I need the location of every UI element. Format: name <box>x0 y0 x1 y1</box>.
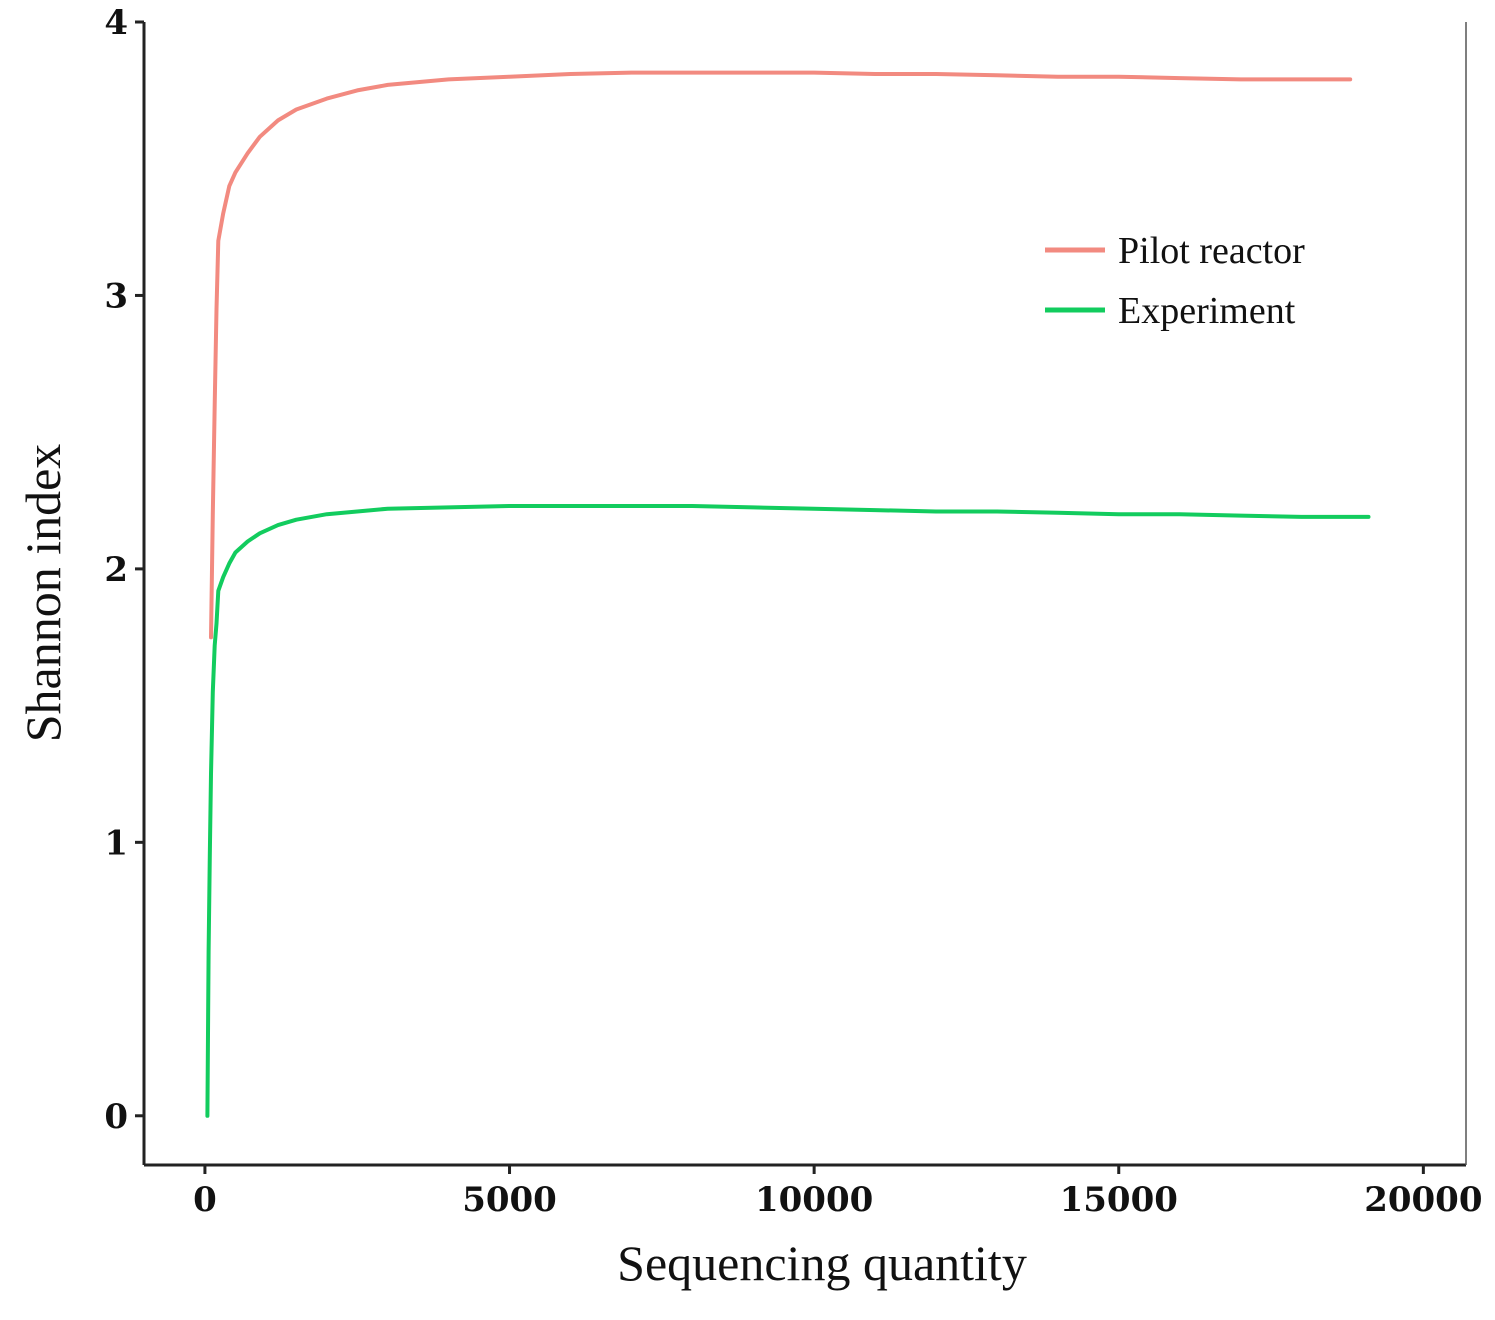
series-line-pilot-reactor <box>209 70 1353 640</box>
y-tick-label: 2 <box>104 550 128 590</box>
series-lines <box>205 70 1371 1118</box>
legend: Pilot reactor Experiment <box>1045 230 1305 332</box>
y-tick-label: 1 <box>104 823 128 863</box>
y-tick-label: 4 <box>104 3 128 43</box>
x-tick-label: 0 <box>193 1180 217 1220</box>
y-tick-label: 0 <box>104 1097 128 1137</box>
x-tick-label: 15000 <box>1060 1180 1178 1220</box>
x-tick-label: 5000 <box>462 1180 557 1220</box>
y-axis-title: Shannon index <box>15 444 71 743</box>
legend-label-pilot-reactor: Pilot reactor <box>1118 230 1305 272</box>
series-line-experiment <box>205 504 1371 1118</box>
x-ticks: 0 5000 10000 15000 20000 <box>193 1165 1483 1220</box>
x-tick-label: 10000 <box>755 1180 873 1220</box>
x-tick-label: 20000 <box>1364 1180 1482 1220</box>
x-axis-title: Sequencing quantity <box>617 1235 1027 1291</box>
legend-label-experiment: Experiment <box>1118 290 1296 332</box>
y-ticks: 0 1 2 3 4 <box>104 3 144 1137</box>
y-tick-label: 3 <box>104 276 128 316</box>
axes-layer <box>142 22 1467 1167</box>
